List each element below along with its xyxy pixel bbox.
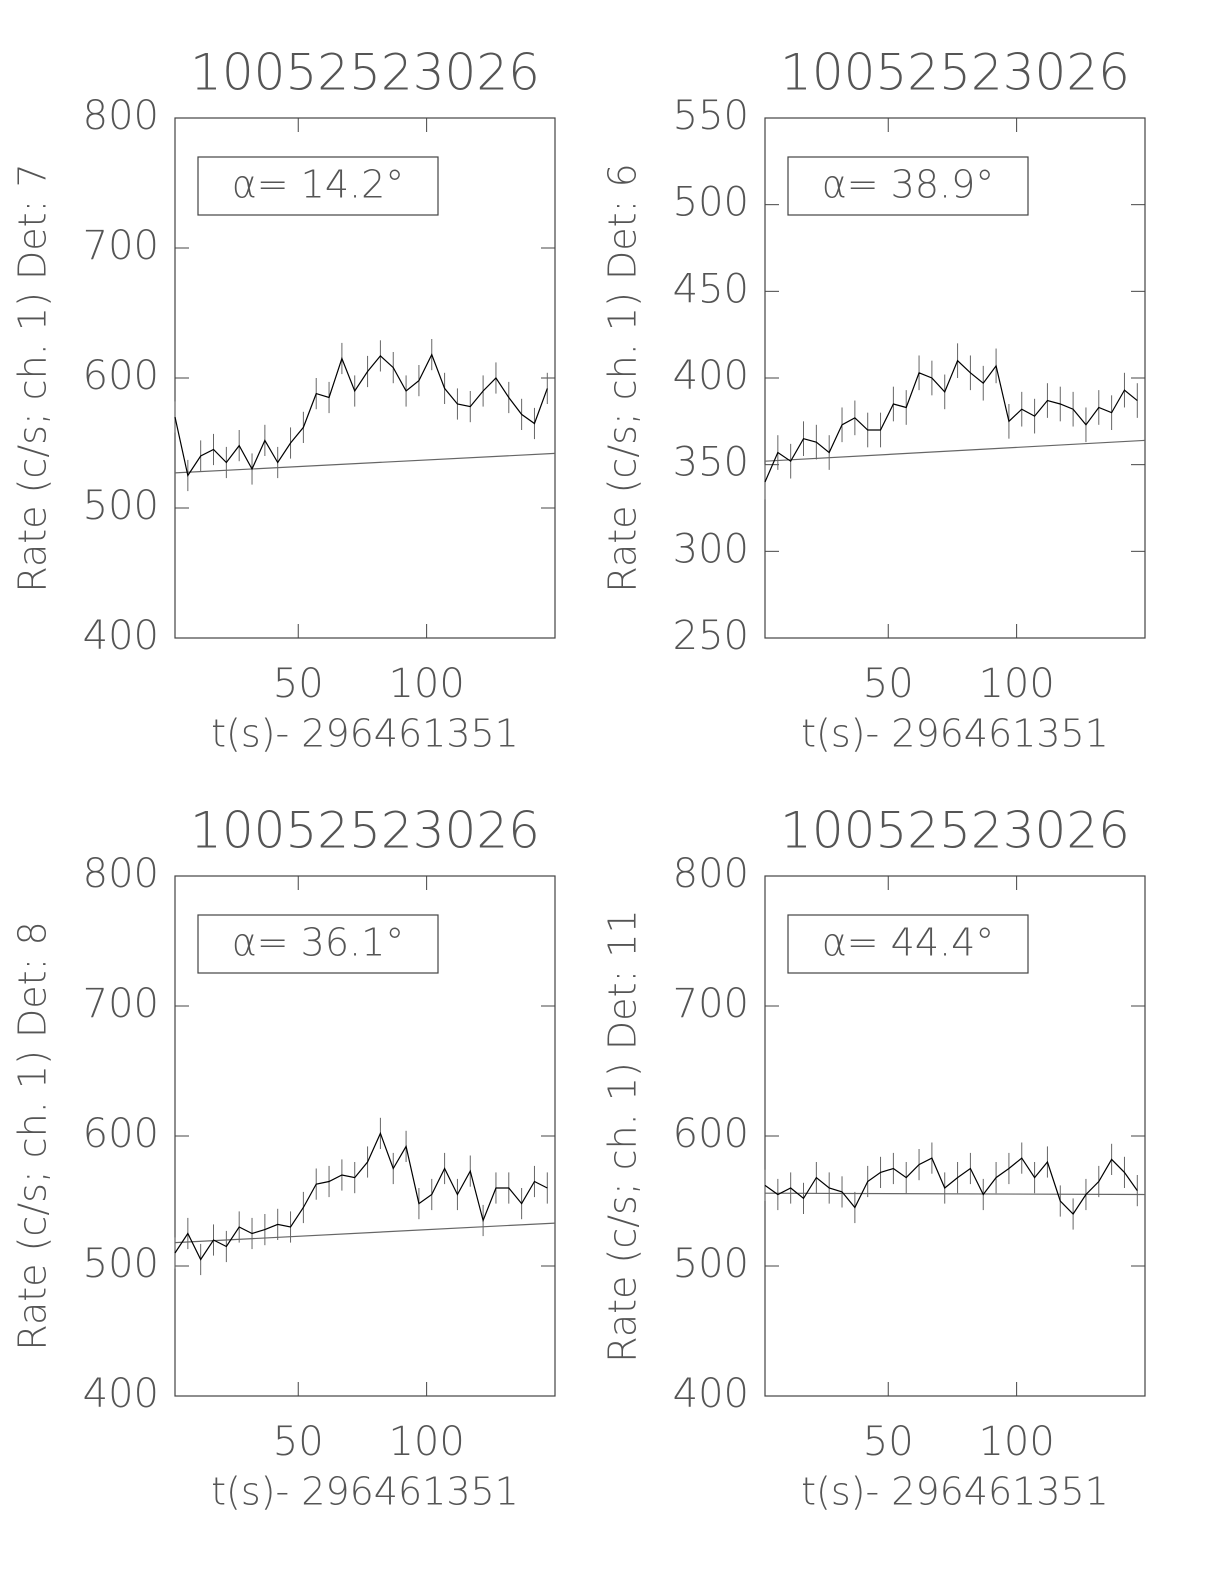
y-tick-label: 700 <box>673 981 749 1027</box>
y-tick-label: 600 <box>83 353 159 399</box>
x-tick-label: 100 <box>388 661 464 707</box>
y-axis-label: Rate (c/s; ch. 1) Det: 6 <box>601 163 645 592</box>
y-tick-label: 700 <box>83 223 159 269</box>
x-tick-label: 50 <box>273 1419 324 1465</box>
x-axis-label: t(s)- 296461351 <box>801 1470 1109 1514</box>
baseline <box>174 1222 556 1244</box>
y-tick-label: 300 <box>673 526 749 572</box>
y-tick-label: 400 <box>673 353 749 399</box>
chart-title: 10052523026 <box>780 802 1130 860</box>
x-axis-label: t(s)- 296461351 <box>211 712 519 756</box>
x-tick-label: 50 <box>863 661 914 707</box>
y-tick-label: 500 <box>673 1241 749 1287</box>
x-tick-label: 100 <box>978 1419 1054 1465</box>
y-tick-label: 800 <box>673 851 749 897</box>
y-tick-label: 400 <box>83 1371 159 1417</box>
data-line <box>174 353 548 478</box>
baseline <box>764 1192 1146 1196</box>
y-axis-label: Rate (c/s; ch. 1) Det: 11 <box>601 909 645 1362</box>
baseline <box>764 439 1146 462</box>
y-tick-label: 500 <box>673 180 749 226</box>
chart-title: 10052523026 <box>190 44 540 102</box>
y-tick-label: 450 <box>673 266 749 312</box>
x-axis-label: t(s)- 296461351 <box>801 712 1109 756</box>
baseline <box>174 452 556 474</box>
chart-title: 10052523026 <box>190 802 540 860</box>
annotation: α= 14.2° <box>232 163 405 207</box>
x-tick-label: 100 <box>388 1419 464 1465</box>
x-tick-label: 50 <box>273 661 324 707</box>
data-line <box>764 1157 1138 1215</box>
annotation-box <box>197 156 439 216</box>
y-tick-label: 800 <box>83 93 159 139</box>
chart-title: 10052523026 <box>780 44 1130 102</box>
y-tick-label: 400 <box>83 613 159 659</box>
annotation-box <box>787 156 1029 216</box>
annotation: α= 44.4° <box>822 921 995 965</box>
data-line <box>764 359 1138 483</box>
y-tick-label: 800 <box>83 851 159 897</box>
y-tick-label: 550 <box>673 93 749 139</box>
y-tick-label: 350 <box>673 440 749 486</box>
y-tick-label: 250 <box>673 613 749 659</box>
y-tick-label: 500 <box>83 483 159 529</box>
x-axis-label: t(s)- 296461351 <box>211 1470 519 1514</box>
annotation-box <box>787 914 1029 974</box>
annotation-box <box>197 914 439 974</box>
y-axis-label: Rate (c/s; ch. 1) Det: 7 <box>11 163 55 592</box>
annotation: α= 38.9° <box>822 163 995 207</box>
data-line <box>174 1131 548 1261</box>
y-tick-label: 600 <box>83 1111 159 1157</box>
y-tick-label: 400 <box>673 1371 749 1417</box>
x-tick-label: 100 <box>978 661 1054 707</box>
y-tick-label: 700 <box>83 981 159 1027</box>
y-tick-label: 500 <box>83 1241 159 1287</box>
annotation: α= 36.1° <box>232 921 405 965</box>
y-axis-label: Rate (c/s; ch. 1) Det: 8 <box>11 921 55 1350</box>
y-tick-label: 600 <box>673 1111 749 1157</box>
x-tick-label: 50 <box>863 1419 914 1465</box>
